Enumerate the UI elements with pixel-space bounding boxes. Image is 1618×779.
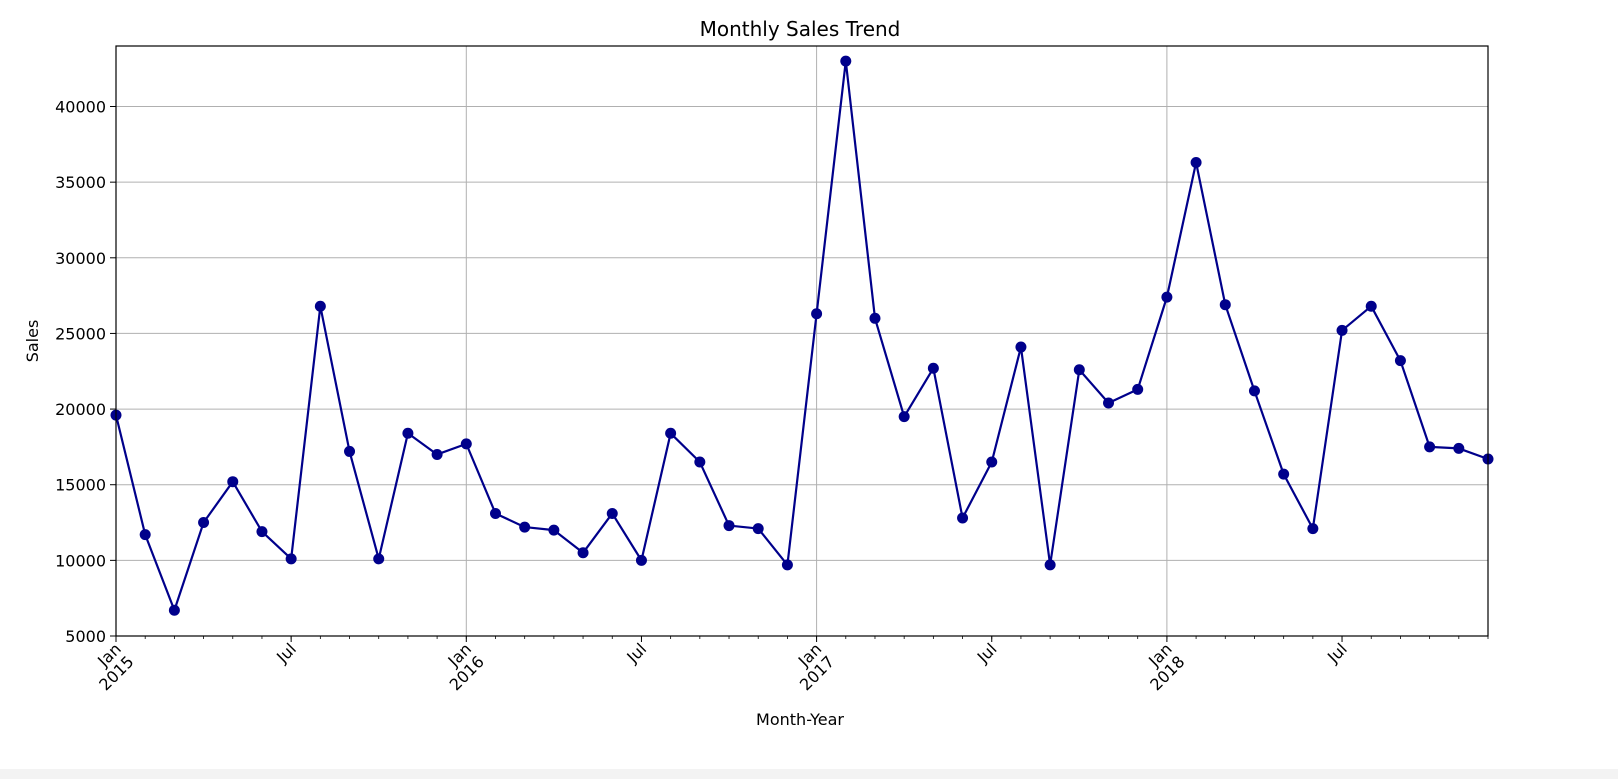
data-point	[489, 507, 501, 519]
data-point	[840, 55, 852, 67]
data-point	[431, 448, 443, 460]
data-point	[548, 524, 560, 536]
chart-title: Monthly Sales Trend	[700, 17, 901, 41]
grid-lines	[115, 46, 1488, 637]
data-point	[1365, 300, 1377, 312]
data-point	[1015, 341, 1027, 353]
data-point	[1278, 468, 1290, 480]
data-point	[723, 520, 735, 532]
data-point	[314, 300, 326, 312]
x-tick-label: Jul	[1323, 639, 1351, 667]
data-point	[752, 523, 764, 535]
data-point	[665, 427, 677, 439]
data-point	[198, 517, 210, 529]
data-point	[1132, 383, 1144, 395]
y-tick-label: 25000	[55, 324, 106, 343]
series-layer	[110, 55, 1494, 616]
x-tick-label: Jul	[272, 639, 300, 667]
data-point	[1103, 397, 1115, 409]
data-point	[927, 362, 939, 374]
y-tick-label: 20000	[55, 400, 106, 419]
data-point	[635, 554, 647, 566]
x-tick-label-line: Jul	[272, 639, 300, 667]
data-point	[1248, 385, 1260, 397]
y-tick-label: 30000	[55, 249, 106, 268]
y-tick-label: 35000	[55, 173, 106, 192]
y-tick-label: 5000	[65, 627, 106, 646]
data-point	[1336, 324, 1348, 336]
y-tick-label: 10000	[55, 551, 106, 570]
data-point	[577, 547, 589, 559]
data-point	[344, 445, 356, 457]
y-tick-label: 15000	[55, 476, 106, 495]
data-point	[227, 476, 239, 488]
data-point	[1424, 441, 1436, 453]
data-point	[256, 526, 268, 538]
x-axis-label: Month-Year	[756, 710, 844, 729]
y-axis-ticks: 5000 10000 15000 20000 25000 30000 35000 40000	[55, 98, 116, 646]
data-point	[373, 553, 385, 565]
x-tick-label-line: Jul	[973, 639, 1001, 667]
x-tick-label-line: Jul	[1323, 639, 1351, 667]
data-point	[957, 512, 969, 524]
x-tick-label: Jul	[973, 639, 1001, 667]
data-point	[1073, 364, 1085, 376]
data-point	[811, 308, 823, 320]
data-point	[1161, 291, 1173, 303]
data-point	[1190, 156, 1202, 168]
data-point	[1219, 299, 1231, 311]
data-point	[1044, 559, 1056, 571]
data-point	[986, 456, 998, 468]
data-point	[519, 521, 531, 533]
data-point	[898, 411, 910, 423]
y-tick-label: 40000	[55, 98, 106, 117]
data-point	[869, 312, 881, 324]
x-tick-label-line: Jul	[622, 639, 650, 667]
data-point	[1453, 442, 1465, 454]
plot-frame	[115, 45, 1489, 637]
data-point	[694, 456, 706, 468]
data-point	[1394, 355, 1406, 367]
data-point	[402, 427, 414, 439]
series-line	[114, 60, 1489, 612]
data-point	[139, 529, 151, 541]
data-point	[168, 604, 180, 616]
y-axis-label: Sales	[23, 320, 42, 363]
data-point	[285, 553, 297, 565]
data-point	[781, 559, 793, 571]
data-point	[460, 438, 472, 450]
x-tick-label: Jul	[622, 639, 650, 667]
data-point	[606, 507, 618, 519]
data-point	[1307, 523, 1319, 535]
bottom-strip	[0, 769, 1618, 779]
